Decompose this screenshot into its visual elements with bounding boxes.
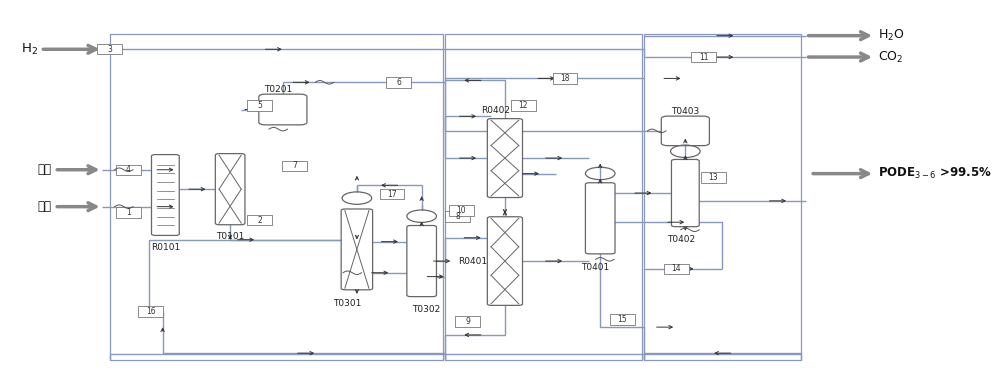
Text: 5: 5 xyxy=(257,101,262,110)
Text: 1: 1 xyxy=(126,208,131,217)
Text: 11: 11 xyxy=(699,53,709,62)
FancyBboxPatch shape xyxy=(259,94,307,125)
Text: 3: 3 xyxy=(107,45,112,54)
Text: 9: 9 xyxy=(465,317,470,326)
Text: T0402: T0402 xyxy=(667,236,695,245)
Text: H$_2$: H$_2$ xyxy=(21,42,38,57)
FancyBboxPatch shape xyxy=(585,183,615,254)
Text: 空气: 空气 xyxy=(38,163,52,176)
Text: 8: 8 xyxy=(455,212,460,221)
Text: 甲醇: 甲醇 xyxy=(38,200,52,213)
Text: 10: 10 xyxy=(457,206,466,215)
FancyBboxPatch shape xyxy=(487,119,523,197)
Text: 12: 12 xyxy=(519,101,528,110)
FancyBboxPatch shape xyxy=(407,225,436,297)
Text: R0101: R0101 xyxy=(151,243,180,252)
Text: T0301: T0301 xyxy=(333,298,362,308)
FancyBboxPatch shape xyxy=(152,154,179,236)
Text: T0201: T0201 xyxy=(264,85,292,94)
Text: T0401: T0401 xyxy=(581,262,610,271)
Text: T0101: T0101 xyxy=(216,232,244,241)
Text: R0401: R0401 xyxy=(458,257,487,266)
Text: 7: 7 xyxy=(292,161,297,170)
FancyBboxPatch shape xyxy=(671,160,699,227)
Text: H$_2$O: H$_2$O xyxy=(878,28,904,43)
Text: 4: 4 xyxy=(126,165,131,174)
Text: 6: 6 xyxy=(396,78,401,87)
Text: 17: 17 xyxy=(387,190,397,199)
Text: 18: 18 xyxy=(560,74,570,83)
FancyBboxPatch shape xyxy=(341,209,373,290)
Text: T0302: T0302 xyxy=(412,305,440,314)
Text: 2: 2 xyxy=(257,216,262,225)
FancyBboxPatch shape xyxy=(661,116,709,145)
Text: 13: 13 xyxy=(708,173,718,182)
Text: 14: 14 xyxy=(671,264,681,273)
Text: T0403: T0403 xyxy=(671,107,699,116)
Text: 16: 16 xyxy=(146,307,155,316)
FancyBboxPatch shape xyxy=(215,154,245,225)
Text: PODE$_{3-6}$ >99.5%: PODE$_{3-6}$ >99.5% xyxy=(878,166,991,181)
Text: CO$_2$: CO$_2$ xyxy=(878,50,903,65)
Text: 15: 15 xyxy=(618,315,627,324)
Text: R0402: R0402 xyxy=(481,106,510,115)
FancyBboxPatch shape xyxy=(487,217,523,305)
